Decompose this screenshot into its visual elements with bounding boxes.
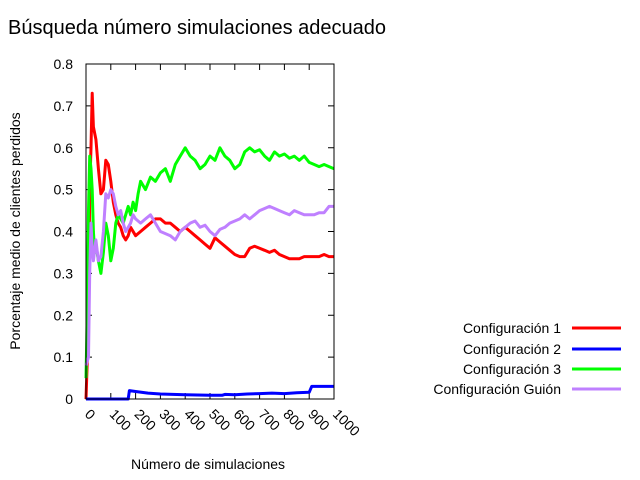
x-axis-label: Número de simulaciones xyxy=(131,456,285,472)
y-axis-ticks: 0 0.1 0.2 0.3 0.4 0.5 0.6 0.7 0.8 xyxy=(54,56,334,407)
y-tick-label: 0.4 xyxy=(54,224,74,240)
x-tick-label: 800 xyxy=(280,406,308,434)
y-tick-label: 0.6 xyxy=(54,140,74,156)
x-tick-label: 300 xyxy=(156,406,184,434)
y-tick-label: 0.5 xyxy=(54,182,74,198)
x-tick-label: 500 xyxy=(206,406,234,434)
legend: Configuración 1 Configuración 2 Configurac… xyxy=(433,320,621,397)
y-tick-label: 0.1 xyxy=(54,349,74,365)
legend-label: Configuración 1 xyxy=(463,320,561,336)
x-tick-label: 400 xyxy=(181,406,209,434)
y-axis-label: Porcentaje medio de clientes perdidos xyxy=(7,112,23,349)
x-tick-label: 1000 xyxy=(330,406,363,439)
x-tick-label: 100 xyxy=(107,406,135,434)
y-tick-label: 0.7 xyxy=(54,98,74,114)
x-tick-label: 600 xyxy=(231,406,259,434)
y-tick-label: 0 xyxy=(65,391,73,407)
x-tick-label: 900 xyxy=(305,406,333,434)
x-tick-label: 200 xyxy=(131,406,159,434)
plot-frame xyxy=(85,63,335,400)
x-tick-label: 0 xyxy=(82,406,99,423)
y-tick-label: 0.3 xyxy=(54,265,74,281)
y-tick-label: 0.8 xyxy=(54,56,74,72)
legend-label: Configuración 2 xyxy=(463,341,561,357)
chart-title: Búsqueda número simulaciones adecuado xyxy=(8,17,386,39)
x-tick-label: 700 xyxy=(255,406,283,434)
legend-label: Configuración Guión xyxy=(433,381,561,397)
series-line-1 xyxy=(84,91,334,400)
series-line-4 xyxy=(84,188,334,366)
series-layer xyxy=(84,91,335,401)
series-line-3 xyxy=(84,146,335,379)
y-tick-label: 0.2 xyxy=(54,307,74,323)
legend-label: Configuración 3 xyxy=(463,361,561,377)
